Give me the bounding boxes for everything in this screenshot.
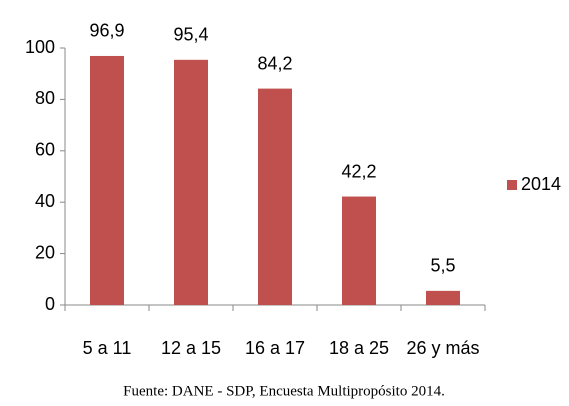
x-tick-label: 18 a 25 [329, 338, 389, 358]
x-tick-label: 26 y más [406, 338, 479, 358]
y-tick-label: 20 [35, 242, 55, 262]
x-tick-label: 16 a 17 [245, 338, 305, 358]
legend-label: 2014 [521, 174, 561, 194]
value-label: 42,2 [341, 161, 376, 181]
value-label: 96,9 [89, 21, 124, 41]
y-tick-label: 60 [35, 140, 55, 160]
legend-swatch [507, 180, 517, 190]
value-label: 95,4 [173, 25, 208, 45]
value-label: 84,2 [257, 53, 292, 73]
y-tick-label: 80 [35, 88, 55, 108]
x-tick-label: 5 a 11 [83, 338, 132, 358]
bar [174, 59, 208, 306]
bar [426, 290, 460, 305]
bar [90, 55, 124, 306]
source-note: Fuente: DANE - SDP, Encuesta Multipropós… [123, 383, 445, 399]
bar [342, 196, 376, 305]
y-tick-label: 40 [35, 191, 55, 211]
y-tick-label: 0 [45, 294, 55, 314]
bar [258, 88, 292, 305]
x-tick-label: 12 a 15 [161, 338, 221, 358]
y-tick-label: 100 [25, 37, 55, 57]
value-label: 5,5 [430, 256, 455, 276]
